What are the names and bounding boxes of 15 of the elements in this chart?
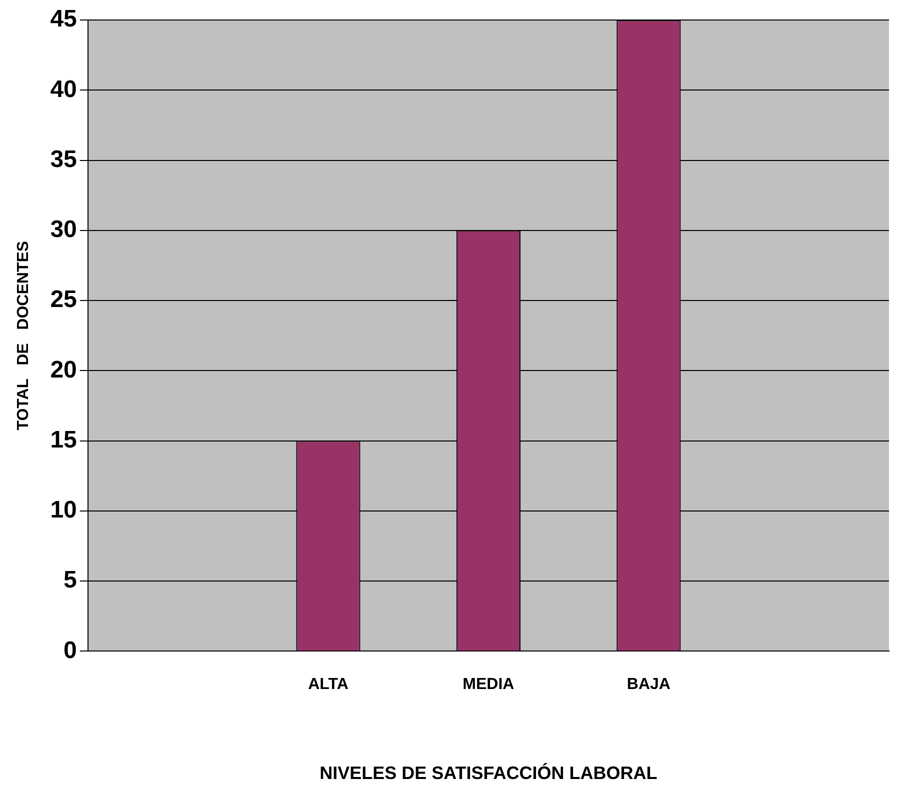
y-tick-label: 15 bbox=[50, 426, 77, 454]
x-tick-label: ALTA bbox=[308, 676, 349, 694]
y-tick-label: 40 bbox=[50, 76, 77, 103]
y-tick-label: 20 bbox=[50, 356, 77, 384]
y-tick-label: 10 bbox=[50, 496, 77, 524]
y-tick-label: 25 bbox=[50, 286, 77, 314]
y-tick-label: 30 bbox=[50, 216, 77, 244]
y-tick-label: 35 bbox=[50, 146, 77, 173]
y-axis-title: TOTAL DE DOCENTES bbox=[15, 240, 32, 430]
x-axis-title: NIVELES DE SATISFACCIÓN LABORAL bbox=[320, 763, 658, 784]
y-tick-label: 45 bbox=[50, 6, 77, 33]
x-tick-label: BAJA bbox=[626, 676, 671, 694]
y-tick-label: 5 bbox=[64, 566, 77, 594]
y-tick-label: 0 bbox=[64, 636, 77, 664]
x-tick-label: MEDIA bbox=[462, 676, 515, 694]
